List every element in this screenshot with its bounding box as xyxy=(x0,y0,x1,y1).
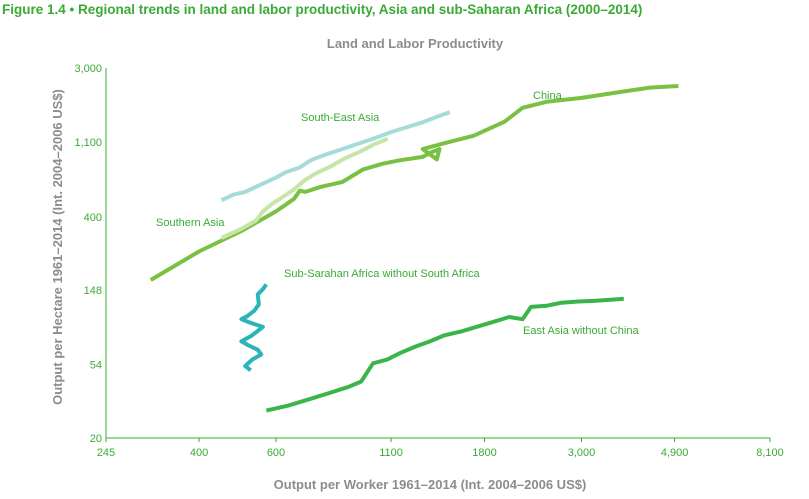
series-line-southern-asia xyxy=(220,136,389,240)
x-axis-label: Output per Worker 1961–2014 (Int. 2004–2… xyxy=(274,477,587,492)
series-line-east-asia-without-china xyxy=(265,296,624,413)
y-tick-label: 148 xyxy=(84,285,102,297)
x-tick-label: 1100 xyxy=(379,447,403,459)
series-label-east-asia-without-china: East Asia without China xyxy=(523,325,639,337)
chart-title: Land and Labor Productivity xyxy=(327,36,504,51)
y-axis-label: Output per Hectare 1961–2014 (Int. 2004–… xyxy=(50,89,65,405)
y-tick-label: 54 xyxy=(90,360,102,372)
x-tick-label: 4,900 xyxy=(661,447,689,459)
figure-title: Figure 1.4 • Regional trends in land and… xyxy=(2,2,643,17)
x-tick-label: 3,000 xyxy=(568,447,596,459)
x-tick-label: 400 xyxy=(190,447,208,459)
x-tick-label: 8,100 xyxy=(756,447,784,459)
series-label-south-east-asia: South-East Asia xyxy=(301,112,380,124)
x-tick-label: 245 xyxy=(97,447,115,459)
series-label-sub-saharan-africa: Sub-Sarahan Africa without South Africa xyxy=(284,268,481,280)
chart-axes xyxy=(105,68,770,439)
y-tick-label: 400 xyxy=(84,212,102,224)
series-label-southern-asia: Southern Asia xyxy=(156,217,225,229)
y-tick-label: 20 xyxy=(90,433,102,445)
x-tick-label: 600 xyxy=(267,447,285,459)
y-tick-label: 1,100 xyxy=(74,137,102,149)
series-labels: China South-East Asia Southern Asia Sub-Sar… xyxy=(156,90,639,337)
x-tick-label: 1800 xyxy=(472,447,496,459)
series-line-sub-saharan-africa xyxy=(239,283,268,372)
series-line-china xyxy=(149,84,679,282)
series-layer xyxy=(149,84,679,413)
series-line-south-east-asia xyxy=(220,110,451,203)
x-axis-ticks: 245 400 600 1100 1800 3,000 4,900 8,100 xyxy=(97,438,784,459)
y-axis-ticks: 20 54 148 400 1,100 3,000 xyxy=(74,63,102,445)
y-tick-label: 3,000 xyxy=(74,63,102,75)
series-label-china: China xyxy=(533,90,563,102)
